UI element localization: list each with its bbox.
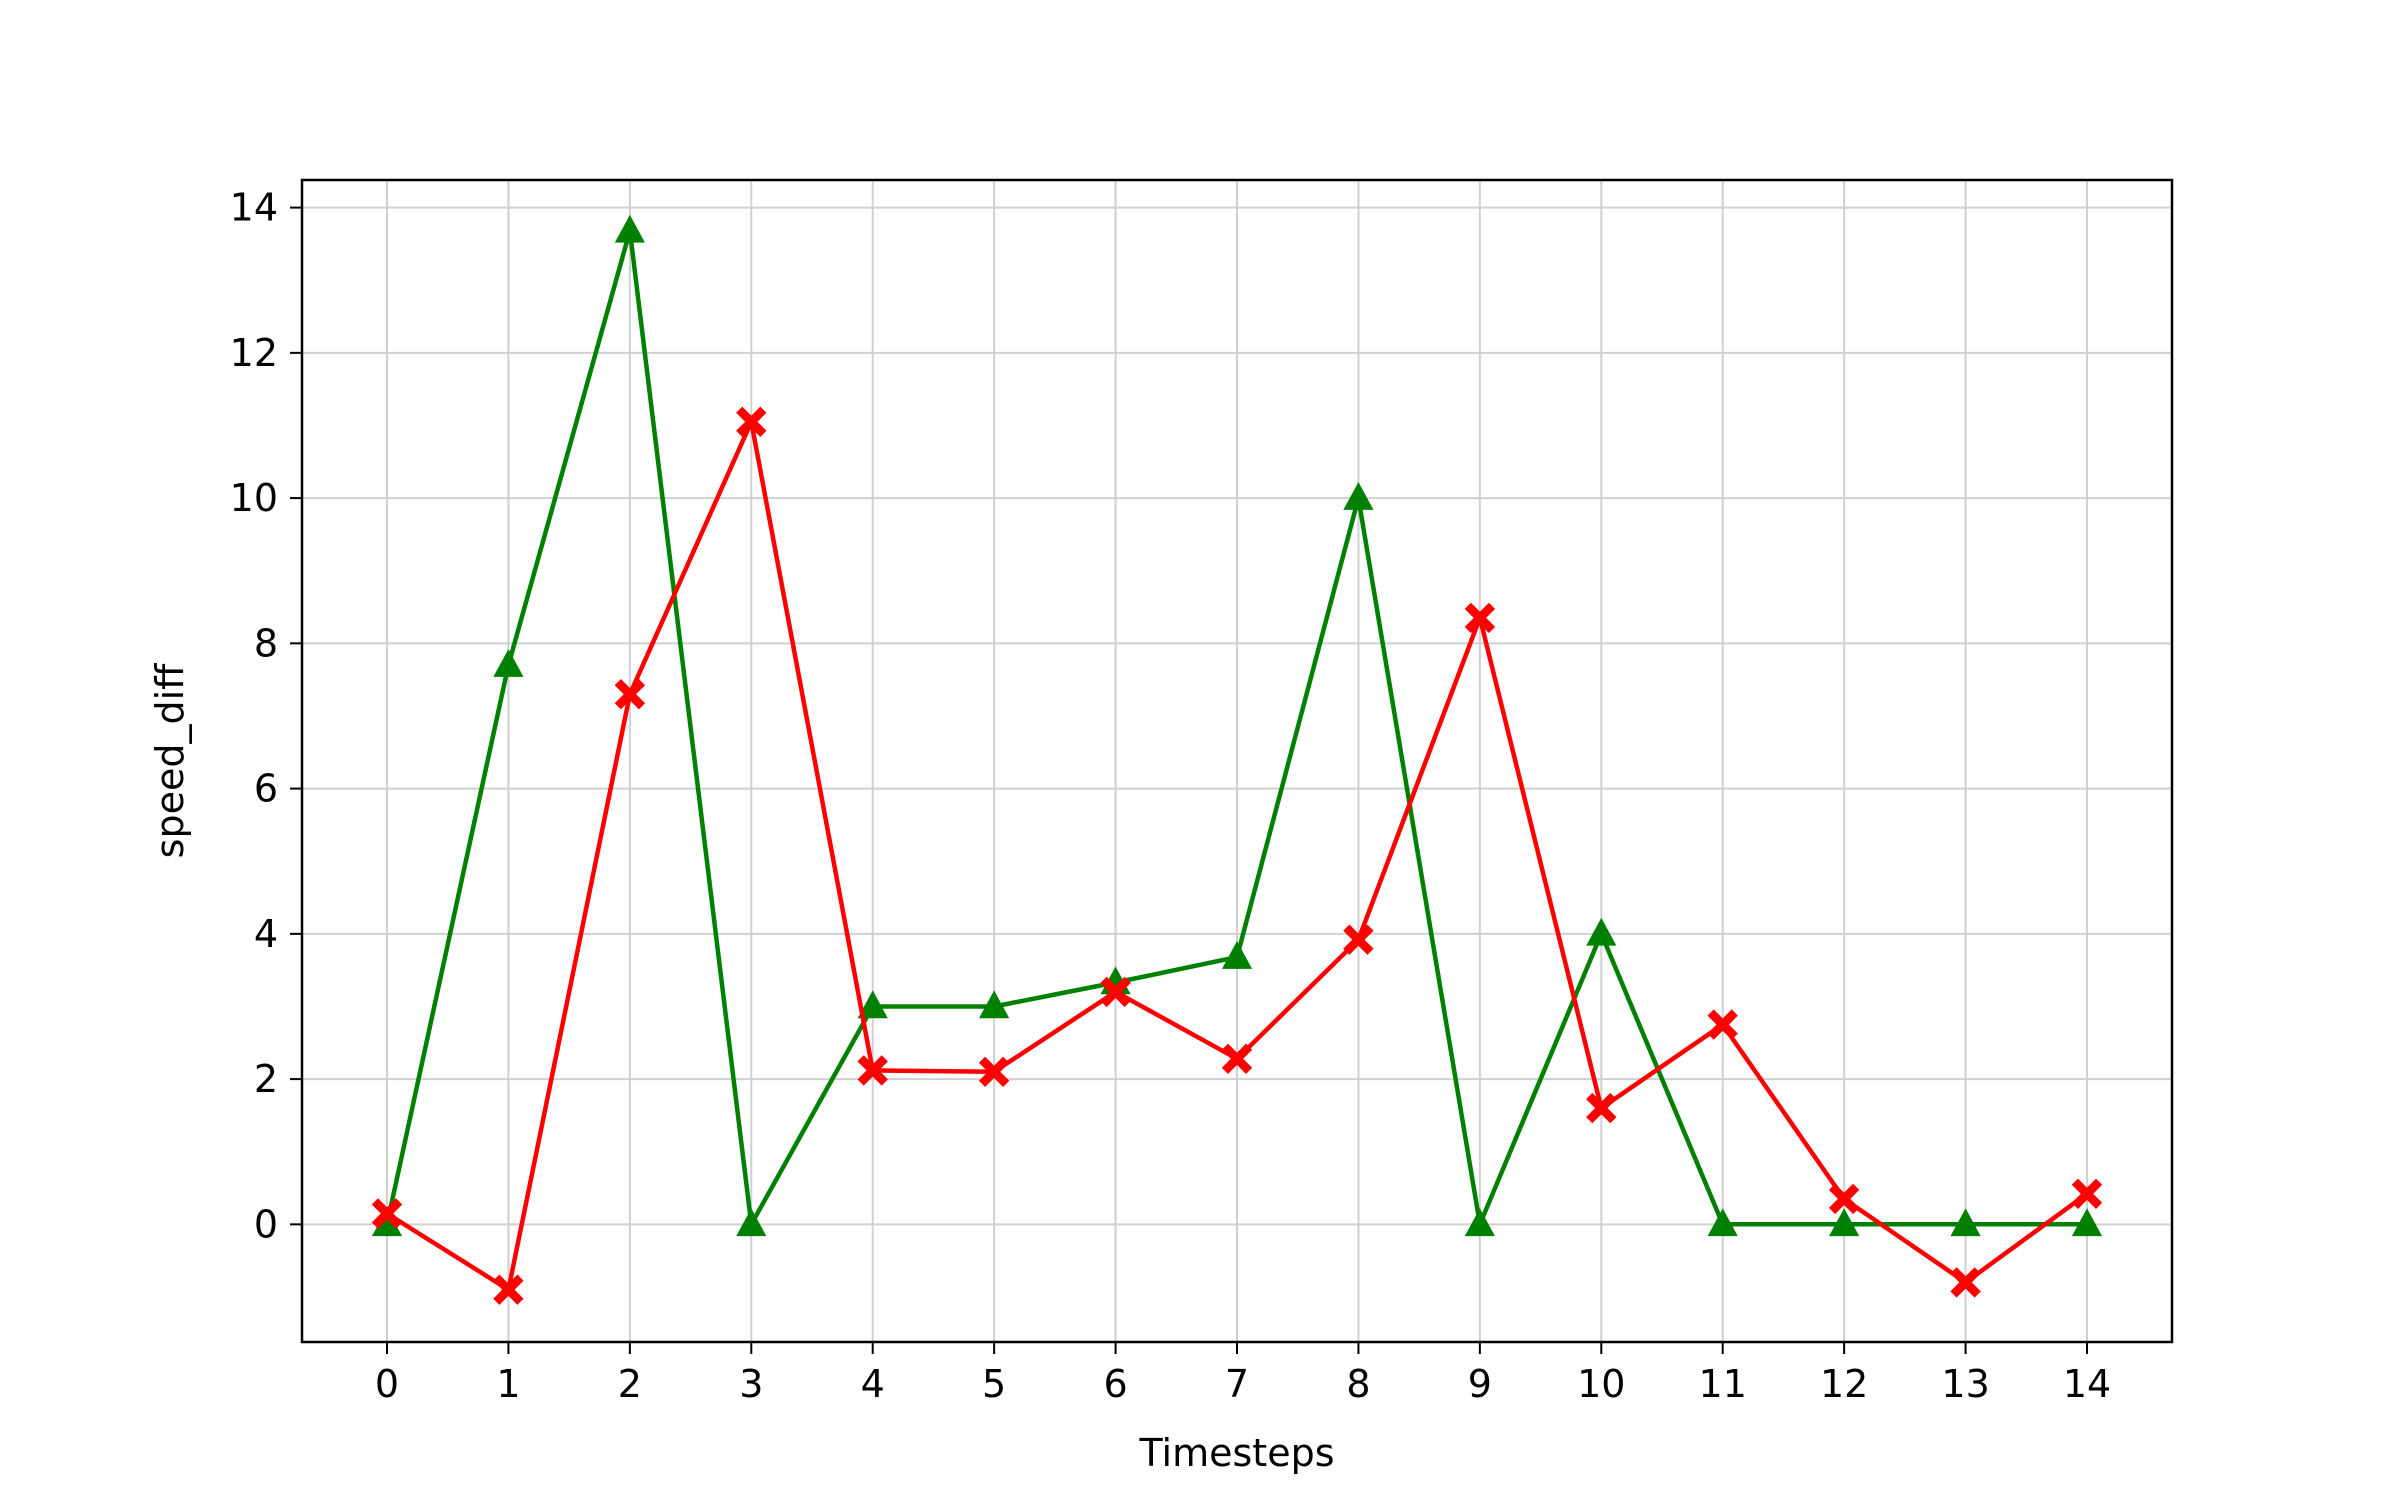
x-tick-label: 9 — [1468, 1362, 1492, 1406]
data-point — [736, 406, 767, 438]
data-point — [1221, 1043, 1253, 1075]
grid — [302, 180, 2172, 1342]
data-point — [1586, 917, 1617, 946]
x-axis-label: Timesteps — [1139, 1431, 1335, 1475]
x-tick-label: 3 — [739, 1362, 763, 1406]
data-point — [1343, 924, 1374, 955]
data-point — [1828, 1183, 1860, 1215]
data-point — [857, 1055, 888, 1086]
x-tick-label: 12 — [1820, 1362, 1868, 1406]
x-tick-label: 5 — [982, 1362, 1006, 1406]
y-tick-label: 0 — [254, 1202, 278, 1246]
series-1 — [371, 214, 2103, 1237]
y-tick-label: 8 — [254, 621, 278, 665]
data-point — [857, 990, 888, 1019]
x-tick-label: 6 — [1103, 1362, 1127, 1406]
data-point — [1464, 1208, 1495, 1237]
x-tick-label: 8 — [1346, 1362, 1370, 1406]
y-tick-label: 6 — [254, 767, 278, 811]
x-tick-label: 13 — [1941, 1362, 1989, 1406]
x-tick-label: 0 — [375, 1362, 399, 1406]
data-point — [493, 649, 524, 677]
data-point — [371, 1198, 403, 1229]
data-point — [1586, 1092, 1617, 1124]
y-tick-label: 2 — [254, 1057, 278, 1101]
y-tick-label: 14 — [230, 186, 278, 230]
data-point — [2071, 1208, 2103, 1237]
series-layer — [371, 214, 2103, 1305]
y-tick-label: 4 — [254, 912, 278, 956]
x-tick-label: 11 — [1699, 1362, 1747, 1406]
data-point — [1950, 1208, 1981, 1237]
data-point — [736, 1208, 767, 1237]
x-tick-label: 14 — [2063, 1362, 2111, 1406]
y-tick-label: 12 — [230, 331, 278, 375]
data-point — [1100, 976, 1131, 1008]
x-tick-label: 4 — [861, 1362, 885, 1406]
data-point — [1950, 1267, 1981, 1298]
x-tick-label: 10 — [1577, 1362, 1625, 1406]
data-point — [1829, 1208, 1860, 1237]
data-point — [614, 214, 645, 243]
data-point — [979, 990, 1010, 1019]
data-point — [1707, 1009, 1738, 1040]
y-tick-label: 10 — [230, 476, 278, 520]
data-point — [1707, 1208, 1738, 1237]
data-point — [1343, 482, 1374, 510]
x-tick-label: 7 — [1225, 1362, 1249, 1406]
x-tick-label: 2 — [618, 1362, 642, 1406]
data-point — [978, 1056, 1010, 1088]
series-2 — [371, 406, 2103, 1305]
y-axis-label: speed_diff — [148, 663, 192, 858]
x-tick-label: 1 — [496, 1362, 520, 1406]
data-point — [1221, 941, 1253, 969]
data-point — [493, 1274, 524, 1305]
data-point — [2071, 1178, 2103, 1210]
data-point — [614, 678, 646, 710]
data-point — [1464, 602, 1496, 634]
